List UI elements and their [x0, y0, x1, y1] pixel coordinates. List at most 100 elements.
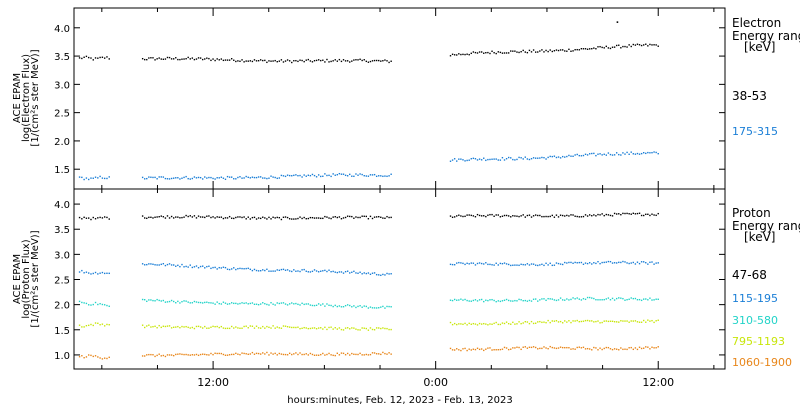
data-point	[183, 326, 185, 328]
data-point	[255, 303, 258, 305]
data-point	[357, 305, 359, 308]
data-point	[474, 51, 477, 54]
data-point	[255, 176, 258, 179]
data-point	[143, 326, 146, 329]
data-point	[607, 260, 610, 263]
data-point	[315, 59, 318, 62]
data-point	[158, 353, 160, 355]
data-point	[522, 49, 524, 52]
data-point	[78, 57, 81, 59]
data-point	[255, 60, 258, 62]
data-point	[245, 175, 247, 178]
data-point	[518, 215, 520, 218]
data-point	[591, 152, 593, 155]
data-point	[547, 319, 549, 322]
data-point	[253, 353, 256, 355]
data-point	[373, 216, 376, 218]
data-point	[545, 215, 547, 218]
data-point	[576, 297, 578, 299]
data-point	[101, 323, 104, 325]
data-point	[334, 59, 336, 61]
data-point	[375, 307, 378, 309]
data-point	[226, 59, 229, 61]
data-point	[181, 177, 183, 179]
data-point	[553, 264, 556, 266]
data-point	[224, 217, 227, 219]
data-point	[286, 326, 289, 328]
data-point	[541, 263, 543, 266]
data-point	[247, 353, 249, 356]
data-point	[501, 215, 504, 217]
data-point	[645, 152, 647, 155]
data-point	[530, 300, 533, 302]
data-point	[253, 327, 256, 329]
data-point	[239, 176, 241, 178]
data-point	[313, 174, 316, 177]
data-point	[322, 352, 324, 355]
series-proton-2	[78, 296, 659, 309]
data-point	[177, 264, 179, 267]
data-point	[305, 175, 307, 177]
data-point	[158, 216, 160, 218]
data-point	[371, 352, 374, 354]
data-point	[380, 60, 382, 62]
data-point	[156, 178, 158, 180]
data-point	[264, 327, 266, 329]
data-point	[328, 326, 330, 329]
data-point	[257, 352, 260, 355]
data-point	[83, 56, 85, 58]
data-point	[497, 159, 499, 161]
data-point	[197, 301, 200, 304]
data-point	[175, 57, 177, 59]
data-point	[262, 352, 264, 354]
data-point	[150, 57, 152, 59]
data-point	[187, 177, 189, 180]
data-point	[361, 327, 363, 329]
data-point	[340, 271, 343, 273]
data-point	[299, 59, 301, 61]
data-point	[524, 156, 526, 158]
data-point	[458, 299, 460, 301]
data-point	[336, 305, 339, 308]
data-point	[380, 175, 382, 177]
data-point	[476, 324, 479, 326]
data-point	[320, 270, 322, 272]
data-point	[495, 52, 497, 55]
data-point	[655, 347, 657, 349]
electron-y-ticks: 1.52.02.53.03.54.0	[54, 24, 725, 176]
data-point	[609, 47, 612, 50]
data-point	[313, 304, 316, 307]
data-point	[148, 176, 150, 178]
data-point	[346, 60, 349, 62]
data-point	[371, 307, 374, 309]
data-point	[197, 215, 200, 217]
data-point	[303, 303, 305, 306]
data-point	[367, 175, 370, 177]
data-point	[593, 321, 595, 323]
data-point	[651, 346, 653, 348]
data-point	[483, 52, 485, 54]
data-point	[576, 48, 578, 51]
data-point	[638, 262, 641, 265]
data-point	[386, 60, 388, 62]
data-point	[472, 215, 475, 217]
data-point	[349, 215, 351, 218]
data-point	[501, 348, 504, 350]
data-point	[649, 348, 651, 350]
data-point	[278, 327, 281, 329]
data-point	[634, 320, 637, 322]
data-point	[638, 44, 641, 46]
data-point	[586, 296, 589, 299]
data-point	[510, 157, 512, 159]
data-point	[239, 353, 241, 356]
data-point	[642, 44, 645, 46]
data-point	[224, 354, 227, 356]
data-point	[605, 298, 607, 300]
data-point	[317, 354, 320, 356]
data-point	[489, 52, 491, 55]
data-point	[206, 354, 208, 356]
data-point	[297, 217, 299, 220]
data-point	[106, 56, 108, 58]
data-point	[330, 354, 332, 356]
data-point	[154, 176, 156, 179]
